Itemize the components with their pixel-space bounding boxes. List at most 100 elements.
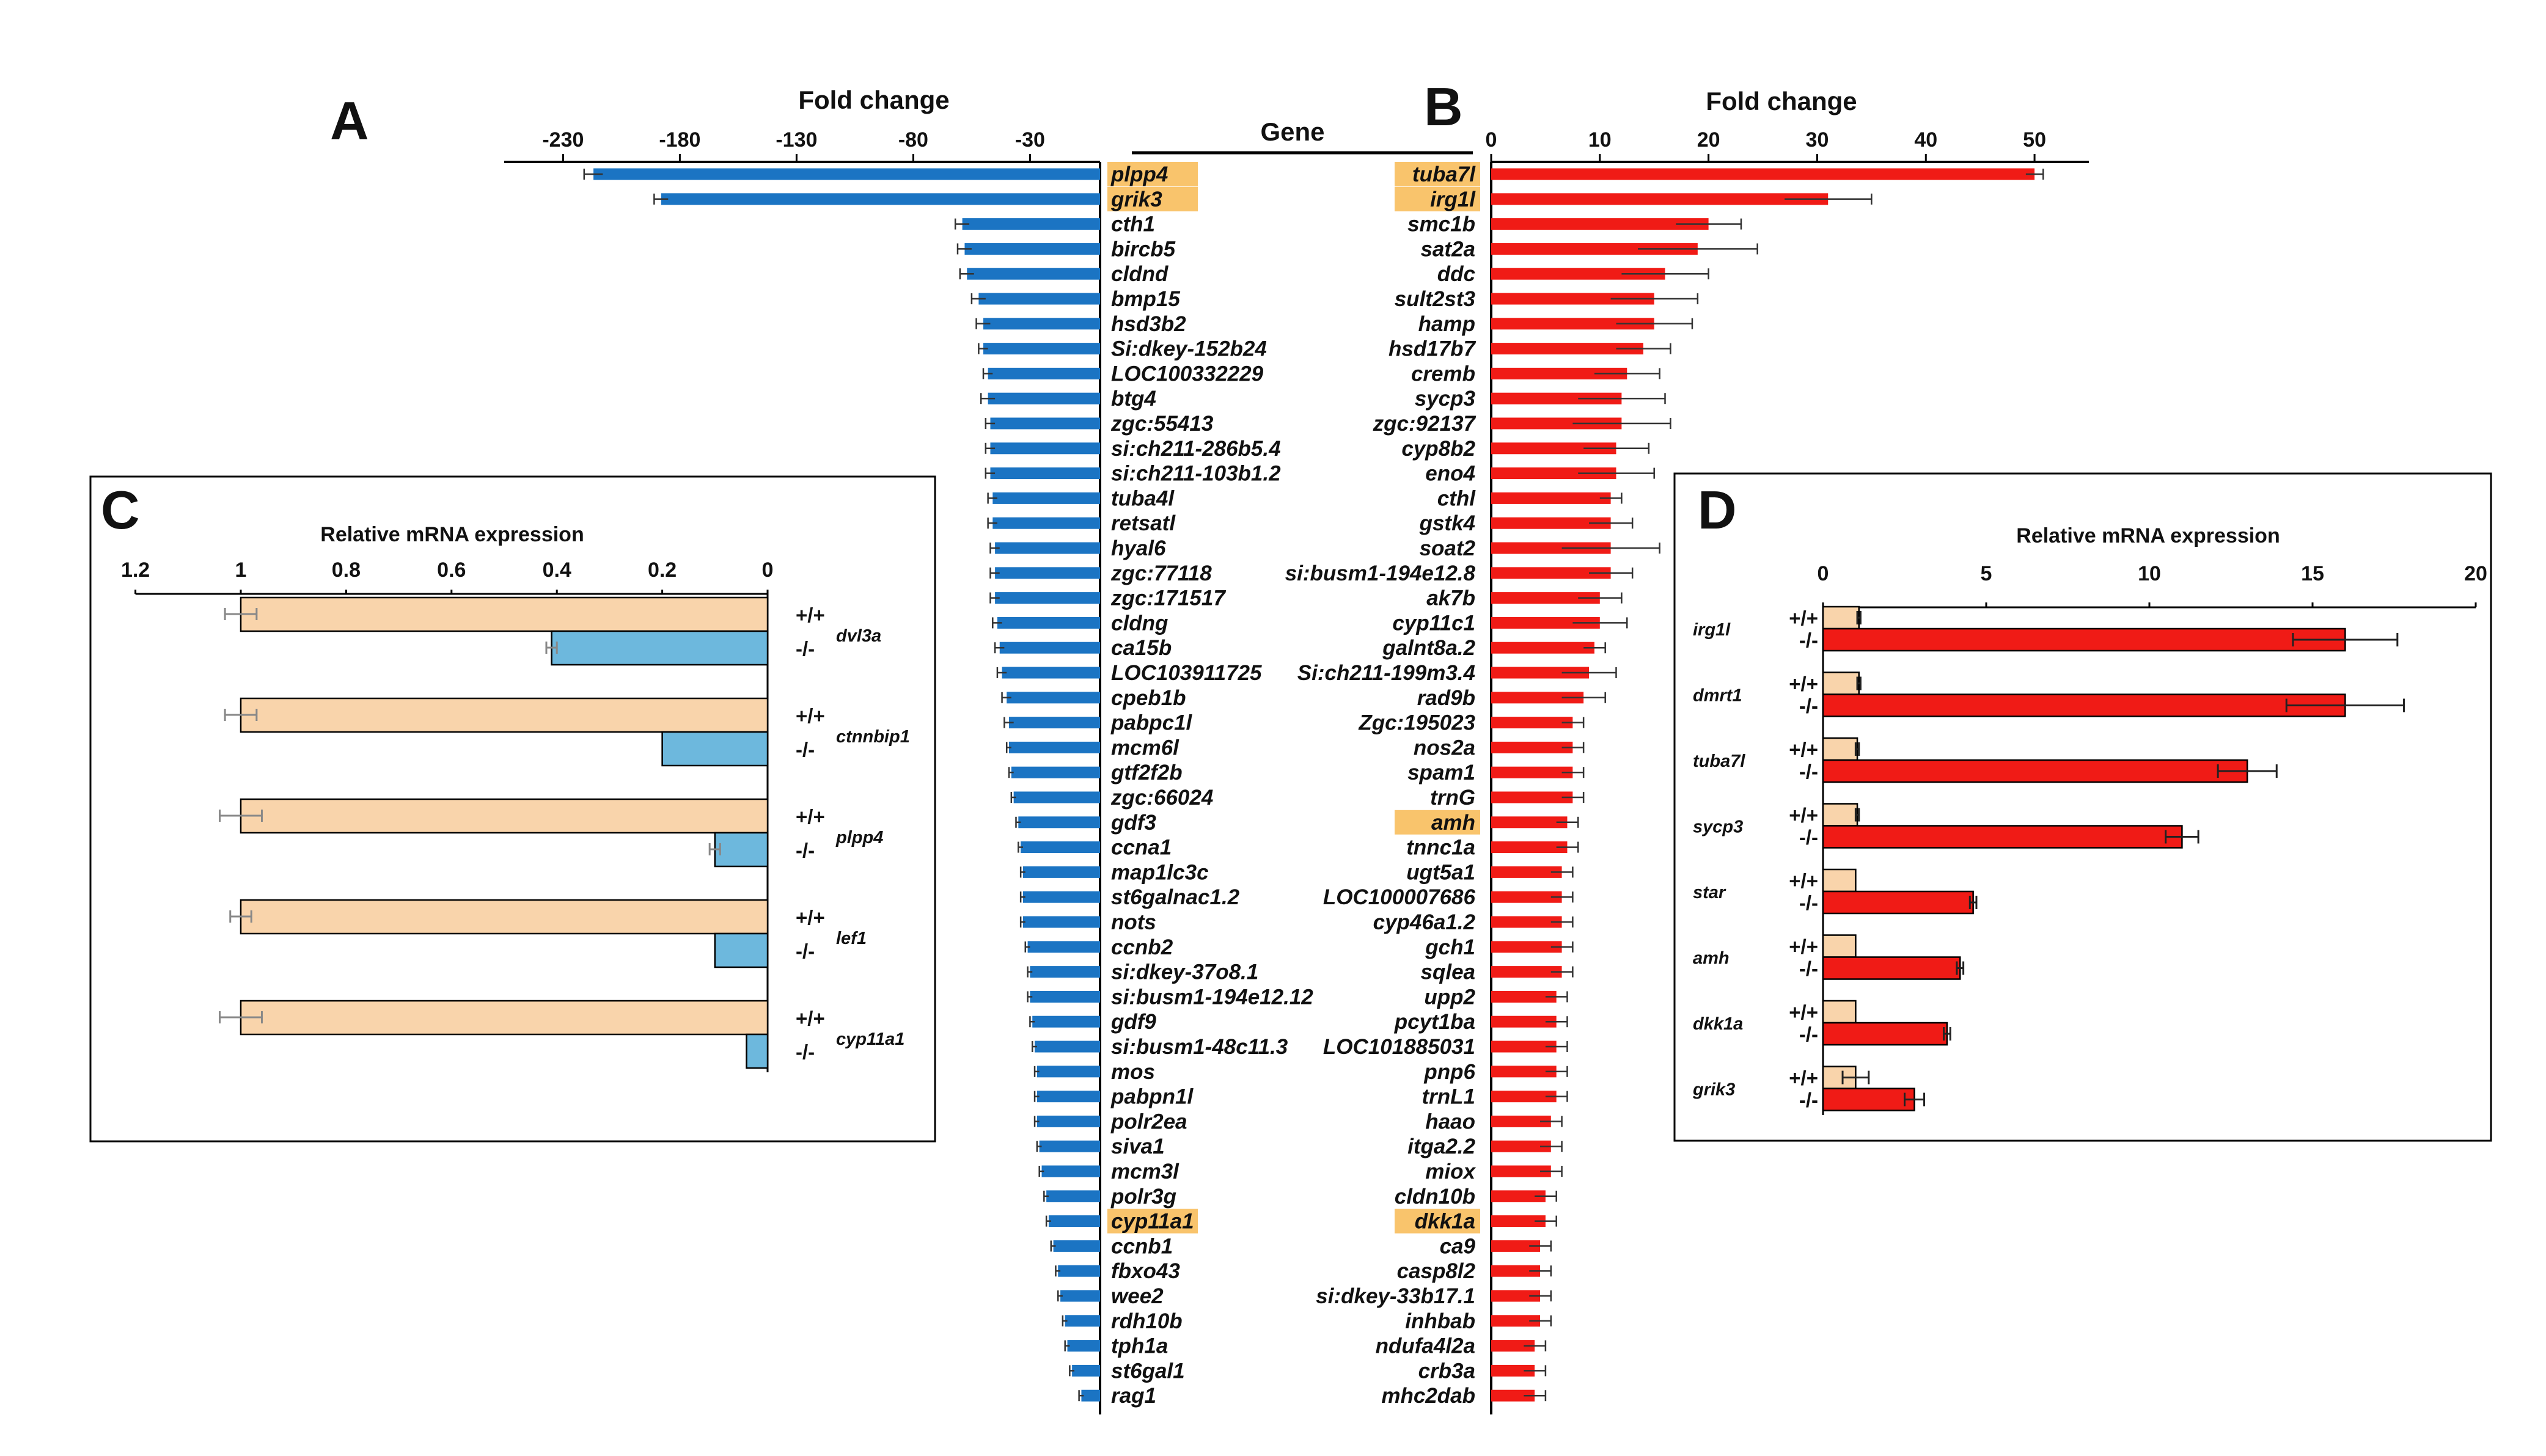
panel-b-bar-haao <box>1491 1115 1551 1127</box>
panel-b-gene-label: ddc <box>1437 262 1475 286</box>
panel-a-bar-siva1 <box>1039 1140 1100 1152</box>
panel-b-gene-label: pnp6 <box>1423 1060 1475 1084</box>
panel-b-gene-label: upp2 <box>1424 985 1475 1009</box>
panel-c-bar-cyp11a1-mut <box>746 1033 769 1069</box>
panel-b-gene-label: ak7b <box>1426 587 1475 610</box>
panel-a-bar-zgc-55413 <box>990 417 1100 430</box>
panel-c-bar-plpp4-wt <box>240 798 769 834</box>
panel-b-gene-label: gch1 <box>1425 935 1475 959</box>
panel-b-gene-label: eno4 <box>1425 462 1475 486</box>
panel-a-bar-si-busm1-48c11-3 <box>1035 1041 1100 1053</box>
panel-c-bar-lef1-mut <box>714 932 769 968</box>
panel-a-bar-polr3g <box>1046 1190 1100 1202</box>
panel-b-highlight-tuba7l <box>1395 162 1480 186</box>
panel-b-gene-label: hsd17b7 <box>1389 337 1477 361</box>
panel-b-bar-miox <box>1491 1165 1551 1177</box>
panel-a-gene-label: si:busm1-48c11.3 <box>1111 1035 1288 1059</box>
panel-c-genotype-label: +/+ <box>796 906 825 929</box>
panel-a-highlight-grik3 <box>1107 186 1198 211</box>
panel-c-genotype-label: -/- <box>796 940 815 962</box>
panel-b-bar-sycp3 <box>1491 392 1622 404</box>
panel-a-gene-label: bmp15 <box>1111 287 1180 311</box>
panel-c-bar-dvl3a-wt <box>240 596 769 632</box>
panel-b-bar-casp8l2 <box>1491 1265 1541 1277</box>
panel-a-gene-label: plpp4 <box>1110 163 1168 186</box>
panel-d-gene-label: amh <box>1693 949 1730 968</box>
panel-a-gene-label: gtf2f2b <box>1110 761 1183 785</box>
panel-b-bar-ca9 <box>1491 1240 1541 1252</box>
panel-a-gene-label: mos <box>1111 1060 1155 1084</box>
panel-d-tick-label: 20 <box>2464 562 2487 585</box>
panel-b-bar-amh <box>1491 816 1568 829</box>
panel-b-bar-si-busm1-194e12-8 <box>1491 567 1611 579</box>
panel-b-bar-ak7b <box>1491 592 1600 604</box>
panel-a-bar-si-dkey-37o8-1 <box>1030 966 1100 978</box>
panel-a-gene-label: btg4 <box>1111 387 1156 411</box>
panel-a-bar-ccna1 <box>1021 841 1100 854</box>
panel-d-genotype-label: -/- <box>1799 891 1818 914</box>
panel-b-tick-label: 10 <box>1588 128 1612 152</box>
panel-b-bar-eno4 <box>1491 467 1616 480</box>
panel-a-bar-si-ch211-286b5-4 <box>990 442 1100 455</box>
panel-a-gene-label: tuba4l <box>1111 486 1175 510</box>
panel-d-tick-label: 10 <box>2138 562 2161 585</box>
panel-b-bar-mhc2dab <box>1491 1389 1535 1402</box>
panel-b-gene-label: tuba7l <box>1412 163 1476 186</box>
panel-a-bar-mos <box>1036 1066 1100 1078</box>
panel-d-bar-star-wt <box>1822 868 1857 893</box>
panel-b-bar-upp2 <box>1491 990 1557 1003</box>
panel-b-bar-si-ch211-199m3-4 <box>1491 667 1590 679</box>
panel-a-highlight-plpp4 <box>1107 162 1198 186</box>
panel-b-bar-loc101885031 <box>1491 1041 1557 1053</box>
panel-label-a: A <box>330 90 369 151</box>
panel-a-gene-label: si:dkey-37o8.1 <box>1111 960 1258 984</box>
panel-c-axis-title: Relative mRNA expression <box>320 523 584 546</box>
panel-a-bar-si-busm1-194e12-12 <box>1030 990 1100 1003</box>
panel-b-gene-label: dkk1a <box>1415 1210 1475 1234</box>
panel-d-genotype-label: -/- <box>1799 826 1818 849</box>
panel-b-bar-ndufa4l2a <box>1491 1340 1535 1352</box>
panel-b-gene-label: si:dkey-33b17.1 <box>1316 1284 1475 1308</box>
panel-a-gene-label: rag1 <box>1111 1384 1156 1408</box>
panel-d-genotype-label: +/+ <box>1789 869 1818 892</box>
panel-b-bar-pcyt1ba <box>1491 1015 1557 1028</box>
panel-a-bar-gtf2f2b <box>1011 766 1100 778</box>
panel-b-tick-label: 20 <box>1697 128 1720 152</box>
panel-b-bar-cyp46a1-2 <box>1491 916 1562 928</box>
panel-a-gene-label: zgc:55413 <box>1110 412 1214 436</box>
panel-a-bar-gdf3 <box>1018 816 1100 829</box>
panel-b-gene-label: smc1b <box>1407 213 1475 236</box>
panel-a-bar-ccnb2 <box>1027 941 1100 953</box>
panel-d-tick-label: 15 <box>2301 562 2324 585</box>
panel-c-genotype-label: -/- <box>796 839 815 862</box>
panel-b-gene-label: ndufa4l2a <box>1376 1334 1475 1358</box>
panel-a-bar-fbxo43 <box>1058 1265 1100 1277</box>
panel-d-genotype-label: +/+ <box>1789 935 1818 958</box>
panel-a-gene-label: bircb5 <box>1111 237 1176 261</box>
panel-b-bar-ddc <box>1491 268 1665 280</box>
panel-b-bar-ugt5a1 <box>1491 866 1562 878</box>
panel-c-genotype-label: +/+ <box>796 805 825 828</box>
panel-d-bar-star-mut <box>1822 890 1974 915</box>
panel-b-gene-label: soat2 <box>1420 536 1476 560</box>
panel-d-bar-sycp3-mut <box>1822 825 2183 849</box>
panel-d-genotype-label: +/+ <box>1789 804 1818 827</box>
panel-a-bar-mcm6l <box>1009 741 1100 753</box>
panel-b-bar-irg1l <box>1491 193 1829 205</box>
panel-b-gene-label: ugt5a1 <box>1406 860 1475 884</box>
panel-b-gene-label: rad9b <box>1417 686 1475 710</box>
panel-a-bar-zgc-77118 <box>995 567 1100 579</box>
panel-b-gene-label: cthl <box>1437 486 1477 510</box>
panel-b-gene-label: LOC101885031 <box>1323 1035 1475 1059</box>
panel-c-bar-ctnnbip1-mut <box>661 731 769 767</box>
panel-label-c: C <box>101 480 140 540</box>
panel-a-gene-label: gdf3 <box>1110 811 1156 835</box>
panel-b-gene-label: sqlea <box>1421 960 1476 984</box>
panel-c-bar-dvl3a-mut <box>551 630 769 666</box>
panel-a-bar-btg4 <box>988 392 1100 404</box>
panel-a-gene-label: fbxo43 <box>1111 1259 1180 1283</box>
panel-a-bar-hsd3b2 <box>983 318 1100 330</box>
panel-a-gene-label: st6gal1 <box>1111 1359 1185 1383</box>
panel-b-bar-pnp6 <box>1491 1066 1557 1078</box>
panel-a-bar-st6gal1 <box>1072 1364 1100 1377</box>
